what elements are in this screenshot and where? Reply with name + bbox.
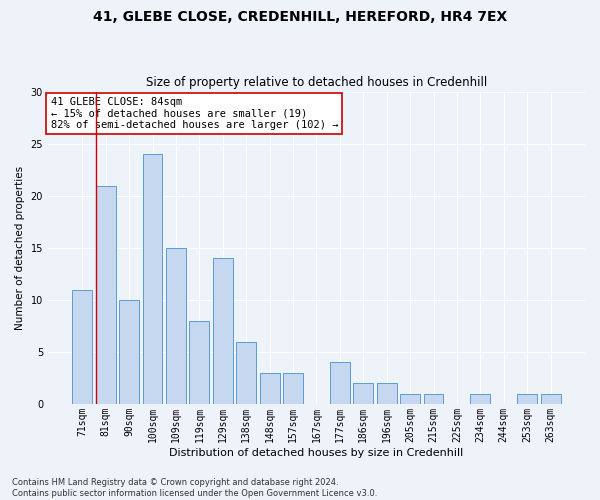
Text: 41 GLEBE CLOSE: 84sqm
← 15% of detached houses are smaller (19)
82% of semi-deta: 41 GLEBE CLOSE: 84sqm ← 15% of detached …: [50, 96, 338, 130]
Text: Contains HM Land Registry data © Crown copyright and database right 2024.
Contai: Contains HM Land Registry data © Crown c…: [12, 478, 377, 498]
Bar: [541, 394, 560, 404]
Bar: [517, 394, 537, 404]
Bar: [283, 372, 303, 404]
Text: 41, GLEBE CLOSE, CREDENHILL, HEREFORD, HR4 7EX: 41, GLEBE CLOSE, CREDENHILL, HEREFORD, H…: [93, 10, 507, 24]
Bar: [236, 342, 256, 404]
Bar: [143, 154, 163, 404]
Bar: [330, 362, 350, 404]
Bar: [377, 383, 397, 404]
Bar: [424, 394, 443, 404]
X-axis label: Distribution of detached houses by size in Credenhill: Distribution of detached houses by size …: [169, 448, 464, 458]
Bar: [400, 394, 420, 404]
Bar: [166, 248, 186, 404]
Title: Size of property relative to detached houses in Credenhill: Size of property relative to detached ho…: [146, 76, 487, 90]
Bar: [470, 394, 490, 404]
Bar: [190, 321, 209, 404]
Bar: [353, 383, 373, 404]
Bar: [260, 372, 280, 404]
Bar: [96, 186, 116, 404]
Bar: [213, 258, 233, 404]
Bar: [119, 300, 139, 404]
Y-axis label: Number of detached properties: Number of detached properties: [15, 166, 25, 330]
Bar: [73, 290, 92, 404]
